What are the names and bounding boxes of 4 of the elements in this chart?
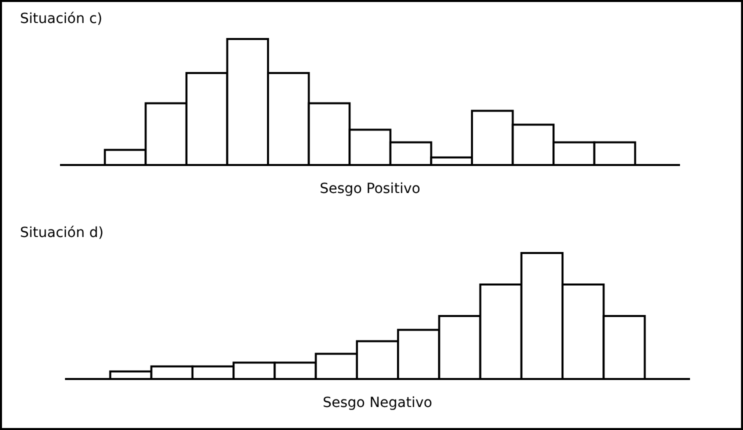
chart-title: Situación d) bbox=[20, 225, 104, 241]
x-axis-title: Sesgo Positivo bbox=[320, 181, 420, 197]
x-axis-title: Sesgo Negativo bbox=[322, 395, 432, 411]
chart-title: Situación c) bbox=[20, 11, 102, 27]
